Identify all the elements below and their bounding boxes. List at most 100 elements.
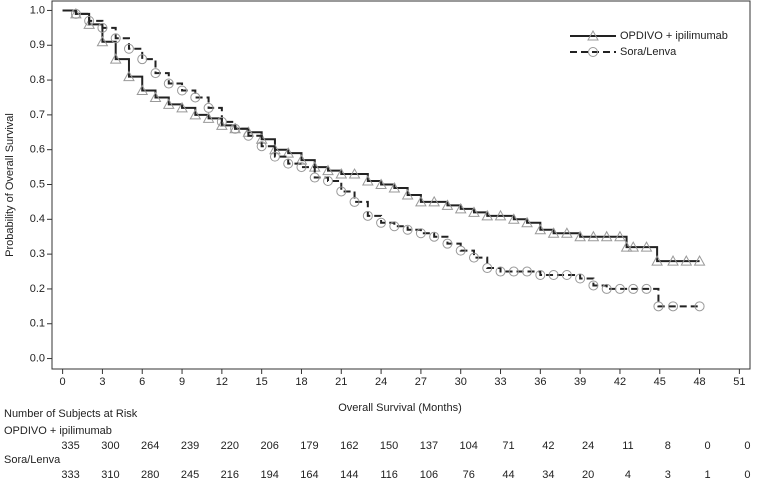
x-tick-label: 18 xyxy=(295,376,307,388)
censor-marker xyxy=(149,91,162,102)
censor-marker xyxy=(694,301,705,312)
censor-marker xyxy=(547,227,560,238)
censor-marker xyxy=(640,241,653,252)
x-tick-label: 27 xyxy=(415,376,427,388)
x-axis-label: Overall Survival (Months) xyxy=(338,402,461,414)
risk-count: 162 xyxy=(340,440,358,452)
censor-marker xyxy=(693,255,706,266)
risk-count: 333 xyxy=(61,469,79,481)
risk-count: 0 xyxy=(705,440,711,452)
risk-count: 1 xyxy=(705,469,711,481)
risk-count: 245 xyxy=(181,469,199,481)
censor-marker xyxy=(402,224,413,235)
risk-count: 8 xyxy=(665,440,671,452)
x-tick-label: 15 xyxy=(256,376,268,388)
y-tick-label: 0.8 xyxy=(30,74,45,86)
censor-marker xyxy=(336,186,347,197)
censor-marker xyxy=(375,178,387,189)
risk-count: 280 xyxy=(141,469,159,481)
censor-marker xyxy=(508,266,519,277)
risk-count: 264 xyxy=(141,440,159,452)
censor-marker xyxy=(97,22,108,33)
censor-marker xyxy=(202,112,215,123)
x-tick-label: 39 xyxy=(574,376,586,388)
censor-marker xyxy=(230,123,241,134)
censor-marker xyxy=(203,102,214,113)
risk-count: 0 xyxy=(744,469,750,481)
censor-marker xyxy=(468,206,480,217)
censor-marker xyxy=(322,164,334,176)
censor-marker xyxy=(614,283,625,294)
censor-marker xyxy=(70,8,81,19)
censor-marker xyxy=(415,195,427,207)
censor-marker xyxy=(600,230,613,242)
censor-marker xyxy=(441,199,454,210)
censor-marker xyxy=(137,54,148,65)
risk-count: 106 xyxy=(420,469,438,481)
censor-marker xyxy=(216,119,228,130)
censor-marker xyxy=(309,172,320,183)
censor-marker xyxy=(468,252,479,263)
censor-marker xyxy=(176,101,188,113)
censor-marker xyxy=(588,280,599,291)
censor-marker xyxy=(256,141,267,152)
risk-count: 194 xyxy=(260,469,278,481)
y-tick-label: 0.5 xyxy=(30,178,45,190)
censor-marker xyxy=(627,241,640,252)
censor-marker xyxy=(83,18,96,29)
risk-count: 44 xyxy=(502,469,514,481)
risk-count: 335 xyxy=(61,440,79,452)
risk-count: 220 xyxy=(221,440,239,452)
risk-count: 206 xyxy=(260,440,278,452)
risk-count: 3 xyxy=(665,469,671,481)
risk-count: 24 xyxy=(582,440,594,452)
censor-marker xyxy=(667,255,679,266)
censor-marker xyxy=(123,43,134,54)
risk-count: 300 xyxy=(101,440,119,452)
risk-count: 104 xyxy=(460,440,478,452)
risk-count: 0 xyxy=(744,440,750,452)
survival-curve xyxy=(62,9,700,263)
y-tick-label: 0.1 xyxy=(30,318,45,330)
censor-marker xyxy=(243,130,254,141)
censor-marker xyxy=(628,283,639,294)
censor-marker xyxy=(481,209,494,221)
x-tick-label: 30 xyxy=(455,376,467,388)
x-tick-label: 21 xyxy=(335,376,347,388)
risk-count: 20 xyxy=(582,469,594,481)
censor-marker xyxy=(283,158,294,169)
risk-count: 239 xyxy=(181,440,199,452)
censor-marker xyxy=(653,301,664,312)
risk-count: 42 xyxy=(542,440,554,452)
y-axis-label: Probability of Overall Survival xyxy=(4,113,16,257)
censor-marker xyxy=(150,68,161,79)
censor-marker xyxy=(561,227,573,238)
censor-marker xyxy=(96,35,109,47)
censor-marker xyxy=(454,202,467,214)
risk-count: 137 xyxy=(420,440,438,452)
y-tick-label: 0.9 xyxy=(30,39,45,51)
x-tick-label: 9 xyxy=(179,376,185,388)
censor-marker xyxy=(189,108,202,120)
x-tick-label: 6 xyxy=(139,376,145,388)
censor-marker xyxy=(494,209,507,221)
y-tick-label: 0.6 xyxy=(30,144,45,156)
x-tick-label: 42 xyxy=(614,376,626,388)
censor-marker xyxy=(535,270,546,281)
risk-count: 116 xyxy=(380,469,398,481)
y-tick-label: 0.4 xyxy=(30,213,45,225)
censor-marker xyxy=(574,230,586,242)
censor-marker xyxy=(521,216,533,228)
censor-marker xyxy=(282,147,295,158)
censor-marker xyxy=(323,176,334,187)
risk-count: 179 xyxy=(300,440,318,452)
censor-marker xyxy=(362,210,373,221)
y-tick-label: 0.0 xyxy=(30,352,45,364)
censor-marker xyxy=(376,217,387,228)
censor-marker xyxy=(163,78,174,89)
censor-marker xyxy=(296,162,307,173)
legend-marker xyxy=(588,47,598,57)
censor-marker xyxy=(401,188,414,200)
censor-marker xyxy=(295,154,308,165)
